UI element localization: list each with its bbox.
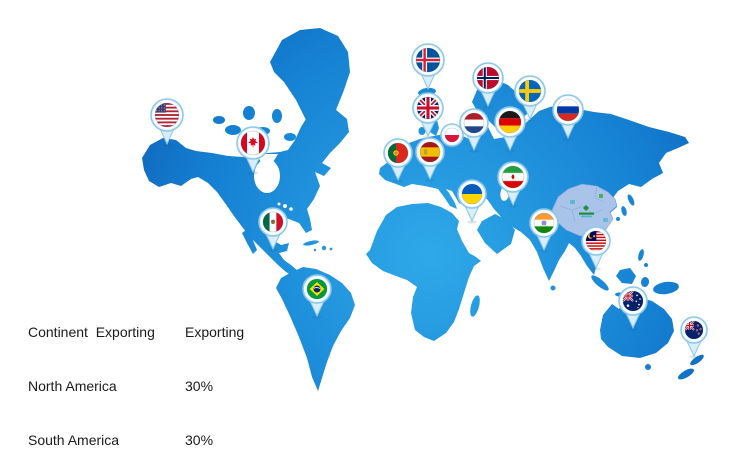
flag-pin-nz[interactable]: [680, 316, 708, 359]
flag-pin-norway[interactable]: [472, 62, 504, 109]
land-africa: [366, 203, 481, 341]
flag-pin-australia[interactable]: [618, 286, 648, 331]
continent-column-header: Continent Exporting: [28, 324, 155, 340]
flag-pin-canada[interactable]: [236, 126, 270, 175]
flag-pin-mexico[interactable]: [258, 207, 288, 252]
flag-pin-india[interactable]: [529, 208, 559, 253]
flag-pin-russia[interactable]: [552, 94, 584, 141]
flag-pin-uk[interactable]: [412, 92, 444, 139]
flag-pin-spain[interactable]: [415, 137, 445, 182]
flag-pin-malaysia[interactable]: [581, 226, 611, 271]
exporting-value: 30%: [185, 432, 214, 448]
flag-pin-ukraine[interactable]: [457, 179, 487, 224]
table-row: North America 30%: [28, 377, 244, 395]
table-header: Continent Exporting Exporting: [28, 323, 244, 341]
land-south-america: [276, 267, 355, 391]
exporting-value: 30%: [185, 378, 214, 394]
flag-pin-iceland[interactable]: [411, 43, 445, 92]
flag-pin-iran[interactable]: [497, 161, 529, 208]
china-region: [551, 183, 618, 237]
flag-pins: [150, 43, 708, 359]
export-table: Continent Exporting Exporting North Ameri…: [28, 287, 244, 450]
exporting-column-header: Exporting: [185, 324, 245, 340]
flag-pin-portugal[interactable]: [383, 138, 413, 183]
continent-name: North America: [28, 378, 117, 394]
flag-pin-brazil[interactable]: [302, 274, 332, 319]
land-australia: [600, 297, 674, 358]
flag-pin-germany[interactable]: [494, 106, 526, 153]
flag-pin-sweden[interactable]: [514, 75, 546, 122]
china-logo-mark: [579, 205, 594, 218]
flag-pin-us[interactable]: [150, 98, 184, 147]
table-row: South America 30%: [28, 431, 244, 449]
land-arabia: [477, 214, 515, 254]
continent-name: South America: [28, 432, 120, 448]
flag-pin-poland[interactable]: [440, 123, 464, 147]
land-eurasia: [379, 104, 689, 281]
land-north-america: [142, 106, 349, 277]
flag-pin-netherlands[interactable]: [459, 108, 489, 153]
